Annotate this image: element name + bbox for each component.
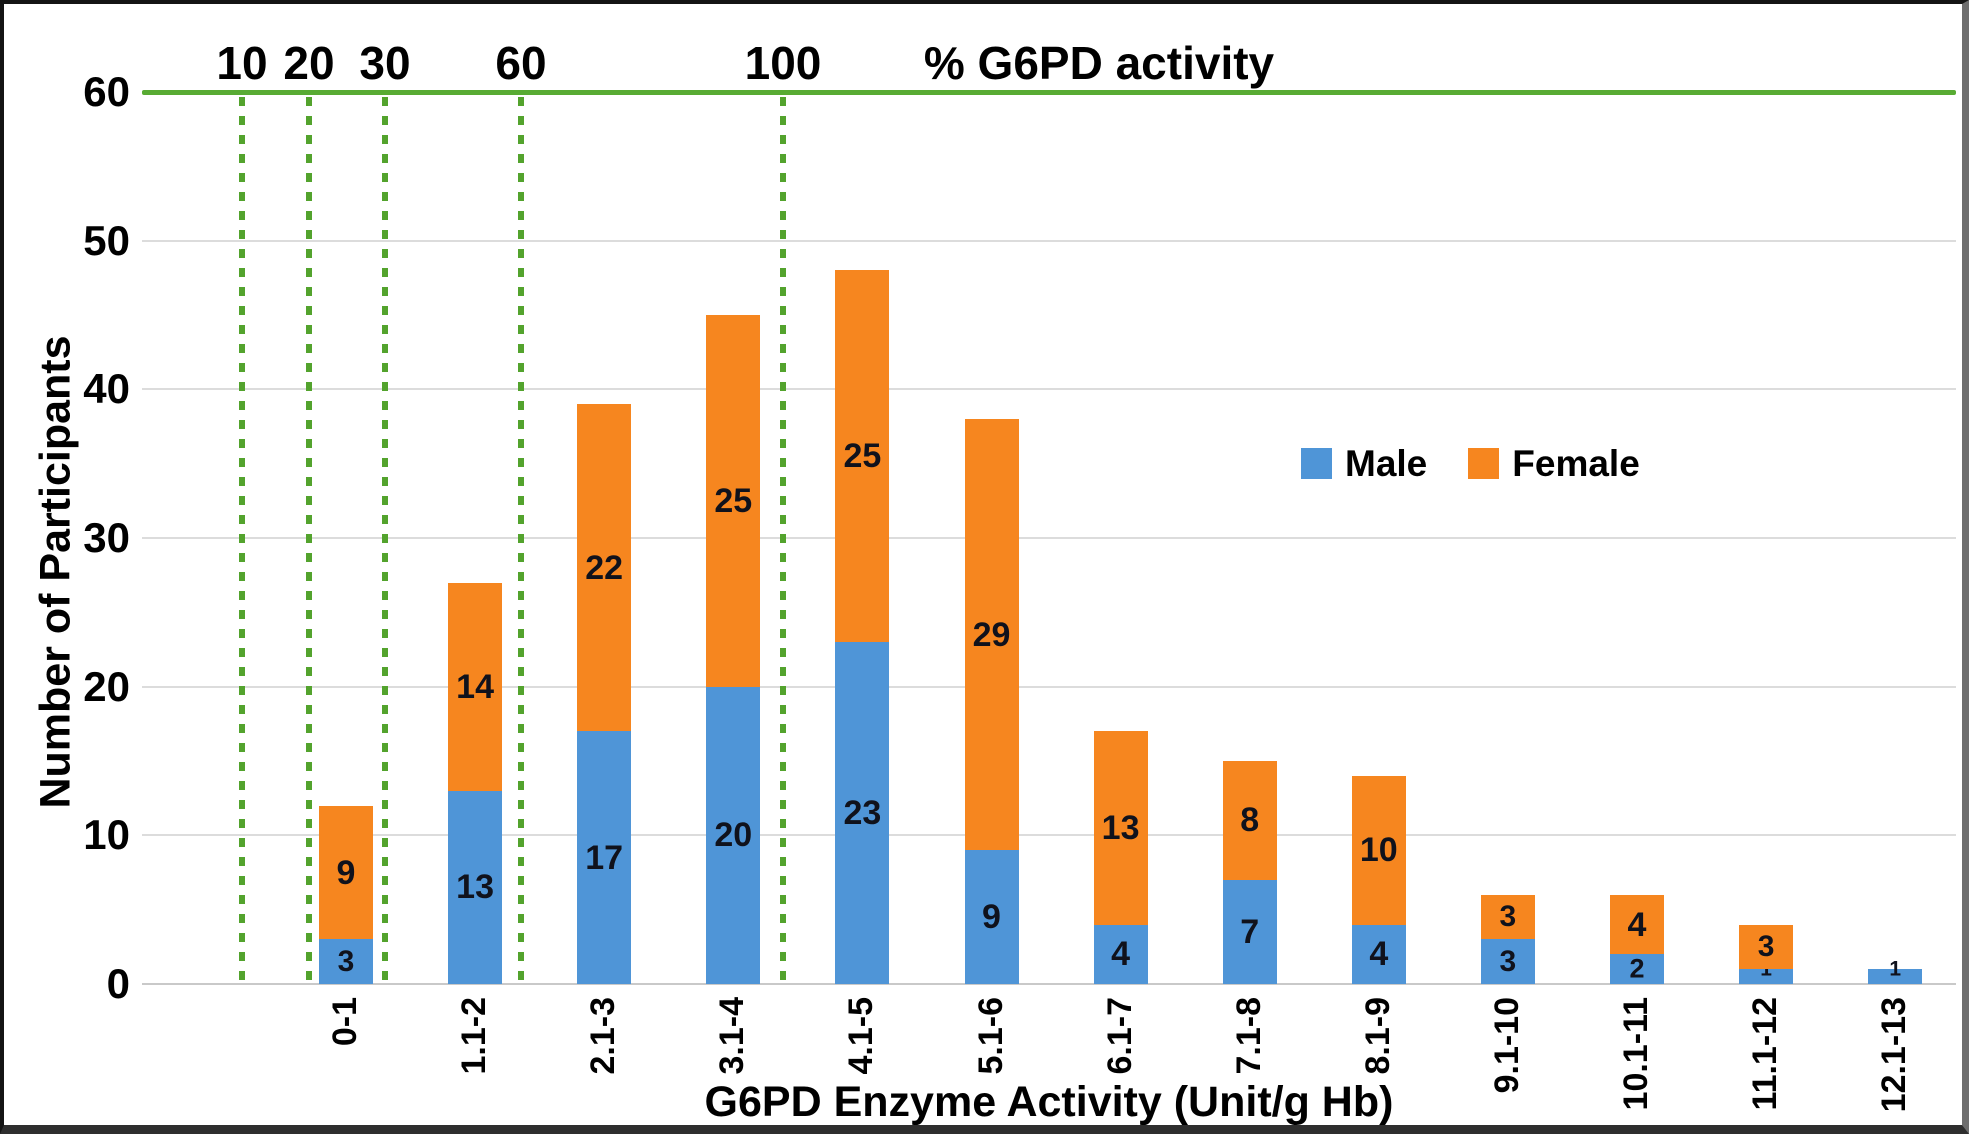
x-category-label: 4.1-5 [842, 997, 881, 1075]
gridline [142, 388, 1956, 391]
secondary-axis-tick-label: 100 [744, 37, 822, 89]
bar-segment-male [1222, 879, 1277, 984]
x-category-label: 9.1-10 [1488, 997, 1527, 1094]
bar-value-label: 13 [1101, 808, 1140, 847]
y-tick-label: 50 [83, 216, 130, 264]
bar-value-label: 3 [337, 944, 355, 978]
bar-value-label: 10 [1359, 831, 1398, 870]
secondary-axis-tick-label: 10 [216, 37, 268, 89]
secondary-axis-tick-label: 30 [359, 37, 411, 89]
bar-segment-male [319, 939, 373, 984]
gridline [142, 834, 1956, 837]
bar-value-label: 3 [1499, 900, 1517, 934]
legend-label-female: Female [1512, 443, 1640, 484]
gridline [142, 239, 1956, 242]
x-category-label: 0-1 [326, 997, 365, 1047]
y-tick-label: 30 [83, 514, 130, 561]
bar-segment-male [964, 850, 1019, 984]
bar-value-label: 20 [714, 816, 753, 855]
secondary-axis-tick-label: 20 [283, 37, 335, 89]
bar-segment-female [835, 270, 890, 643]
bar-value-label: 9 [982, 898, 1001, 937]
male-color-swatch [1301, 448, 1332, 479]
bar-segment-female [319, 805, 373, 940]
bar-value-label: 1 [1760, 957, 1772, 981]
bar-segment-female [964, 419, 1019, 851]
bar-value-label: 4 [1627, 905, 1647, 944]
legend-item-female: Female [1468, 445, 1640, 482]
y-tick-label: 60 [83, 68, 130, 115]
y-tick-label: 0 [106, 960, 130, 1007]
x-category-label: 6.1-7 [1100, 997, 1139, 1075]
y-axis-title: Number of Participants [31, 335, 80, 809]
bar-segment-female [448, 582, 503, 791]
x-category-label: 7.1-8 [1229, 997, 1268, 1075]
x-axis-baseline [142, 983, 1956, 985]
legend: Male Female [1301, 445, 1640, 482]
bar-segment-female [706, 315, 761, 687]
bar-segment-female [1222, 761, 1277, 880]
x-category-label: 5.1-6 [971, 997, 1010, 1075]
bar-value-label: 17 [585, 838, 624, 877]
y-tick-label: 40 [83, 365, 130, 413]
dotted-reference-line [239, 97, 245, 984]
bar-value-label: 4 [1369, 935, 1389, 974]
x-category-label: 2.1-3 [584, 997, 623, 1075]
bar-value-label: 7 [1240, 912, 1260, 951]
x-category-label: 8.1-9 [1358, 997, 1397, 1075]
legend-item-male: Male [1301, 445, 1427, 482]
bar-value-label: 1 [1889, 957, 1902, 981]
x-category-label: 10.1-11 [1617, 997, 1656, 1111]
gridline [142, 685, 1956, 688]
y-tick-label: 10 [83, 811, 130, 859]
bar-segment-male [577, 731, 632, 984]
x-category-label: 3.1-4 [713, 997, 752, 1075]
bar-segment-male [1351, 924, 1406, 984]
female-color-swatch [1468, 448, 1500, 479]
secondary-axis-title: % G6PD activity [923, 37, 1275, 89]
bar-segment-female [577, 404, 632, 732]
legend-label-male: Male [1345, 443, 1428, 484]
dotted-reference-line [306, 97, 312, 984]
dotted-reference-line [780, 97, 786, 984]
bar-value-label: 3 [1757, 929, 1775, 963]
bar-segment-male [706, 686, 761, 984]
bar-value-label: 13 [456, 868, 495, 907]
plot-area: 0 10 20 30 40 50 60 10 20 30 60 100 3 9 0-1 13 14 1.1-2 17… [4, 4, 1962, 1125]
x-category-label: 12.1-13 [1875, 997, 1914, 1113]
bar-value-label: 3 [1499, 944, 1517, 978]
green-reference-line [142, 90, 1956, 95]
bar-value-label: 22 [585, 548, 624, 587]
bar-segment-male [1739, 969, 1794, 984]
bar-value-label: 25 [714, 481, 753, 520]
bar-value-label: 2 [1629, 953, 1645, 984]
bar-segment-female [1351, 775, 1406, 925]
dotted-reference-line [382, 97, 388, 984]
x-category-label: 1.1-2 [455, 997, 494, 1075]
bar-value-label: 9 [336, 853, 356, 892]
bar-value-label: 25 [843, 437, 882, 476]
bar-segment-male [835, 642, 890, 984]
bar-segment-male [1480, 939, 1535, 984]
gridline [142, 537, 1956, 539]
bar-value-label: 4 [1111, 935, 1131, 974]
bar-value-label: 8 [1240, 801, 1260, 840]
bar-value-label: 14 [456, 667, 495, 706]
bar-segment-female [1610, 894, 1664, 955]
y-tick-label: 20 [83, 662, 130, 710]
x-category-label: 11.1-12 [1746, 997, 1785, 1111]
bar-segment-female [1739, 924, 1794, 970]
bar-segment-female [1093, 731, 1148, 925]
bar-value-label: 23 [843, 794, 882, 833]
secondary-axis-tick-label: 60 [495, 37, 547, 89]
bar-segment-male [448, 790, 503, 984]
dotted-reference-line [518, 97, 524, 984]
bar-segment-female [1480, 894, 1535, 940]
x-axis-title: G6PD Enzyme Activity (Unit/g Hb) [704, 1078, 1394, 1126]
bar-value-label: 29 [972, 615, 1011, 654]
bar-segment-male [1610, 954, 1664, 984]
bar-segment-male [1868, 969, 1923, 984]
bar-segment-male [1093, 924, 1148, 984]
